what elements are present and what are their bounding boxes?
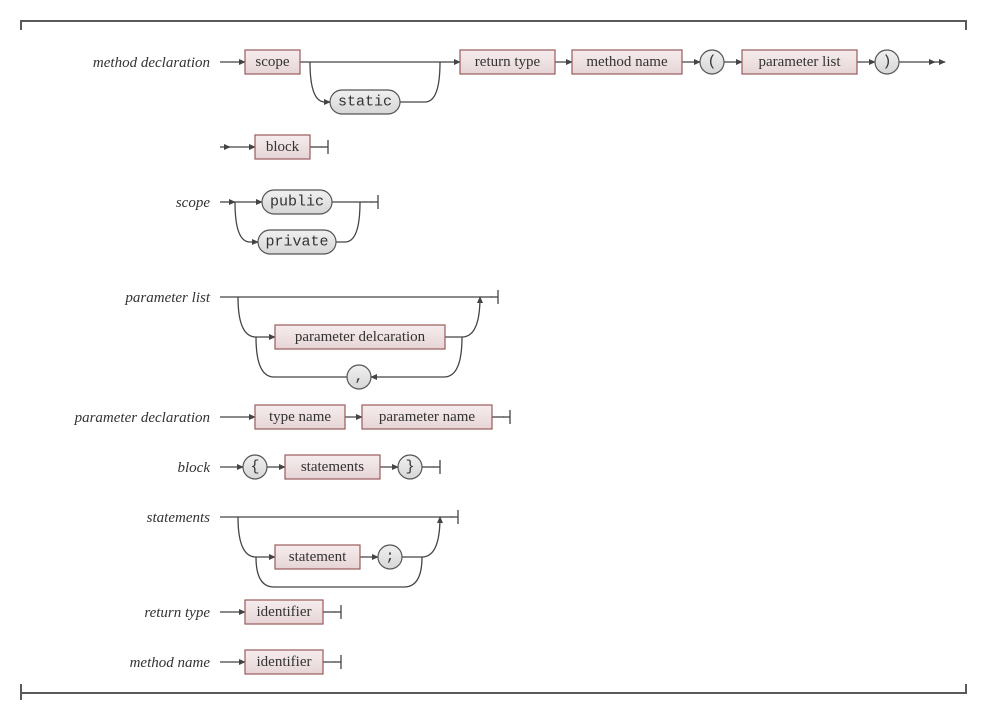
md_scope: scope (245, 50, 300, 74)
md_static: static (330, 90, 400, 114)
svg-text:parameter list: parameter list (758, 54, 841, 70)
svg-text:identifier: identifier (257, 604, 312, 620)
pl_paramdecl: parameter delcaration (275, 325, 445, 349)
md_method_name: method name (572, 50, 682, 74)
rule-label-parameter_declaration: parameter declaration (74, 410, 210, 426)
svg-text:): ) (882, 54, 891, 71)
svg-text:(: ( (707, 54, 716, 71)
pd_paramname: parameter name (362, 405, 492, 429)
svg-text:}: } (405, 459, 414, 476)
rule-label-return_type: return type (144, 605, 210, 621)
svg-text:return type: return type (475, 54, 541, 70)
rule-label-method_declaration: method declaration (93, 55, 210, 71)
svg-text:block: block (266, 139, 300, 155)
md_lparen: ( (700, 50, 724, 74)
rule-label-method_name: method name (130, 655, 211, 671)
rule-label-scope: scope (176, 195, 210, 211)
md_block: block (255, 135, 310, 159)
svg-text:parameter name: parameter name (379, 409, 476, 425)
md_rparen: ) (875, 50, 899, 74)
svg-text:,: , (354, 369, 363, 386)
bl_rbrace: } (398, 455, 422, 479)
diagram-frame: method declaration scope parameter list par… (20, 20, 967, 694)
svg-text:parameter delcaration: parameter delcaration (295, 329, 426, 345)
sc_private: private (258, 230, 336, 254)
st_statement: statement (275, 545, 360, 569)
railroad-diagram: method declaration scope parameter list par… (20, 22, 967, 692)
bl_lbrace: { (243, 455, 267, 479)
svg-text:type name: type name (269, 409, 331, 425)
st_semi: ; (378, 545, 402, 569)
md_param_list: parameter list (742, 50, 857, 74)
svg-text:private: private (265, 234, 328, 251)
svg-text:;: ; (385, 549, 394, 566)
svg-text:statements: statements (301, 459, 364, 475)
svg-text:method name: method name (586, 54, 668, 70)
rule-label-statements: statements (147, 510, 210, 526)
mn_identifier: identifier (245, 650, 323, 674)
rule-label-block: block (178, 460, 211, 476)
rule-label-parameter_list: parameter list (124, 290, 210, 306)
svg-text:statement: statement (289, 549, 347, 565)
rt_identifier: identifier (245, 600, 323, 624)
svg-text:{: { (250, 459, 259, 476)
md_return_type: return type (460, 50, 555, 74)
pl_comma: , (347, 365, 371, 389)
svg-text:public: public (270, 194, 324, 211)
svg-text:static: static (338, 94, 392, 111)
svg-text:scope: scope (255, 54, 289, 70)
sc_public: public (262, 190, 332, 214)
svg-text:identifier: identifier (257, 654, 312, 670)
bl_statements: statements (285, 455, 380, 479)
pd_typename: type name (255, 405, 345, 429)
